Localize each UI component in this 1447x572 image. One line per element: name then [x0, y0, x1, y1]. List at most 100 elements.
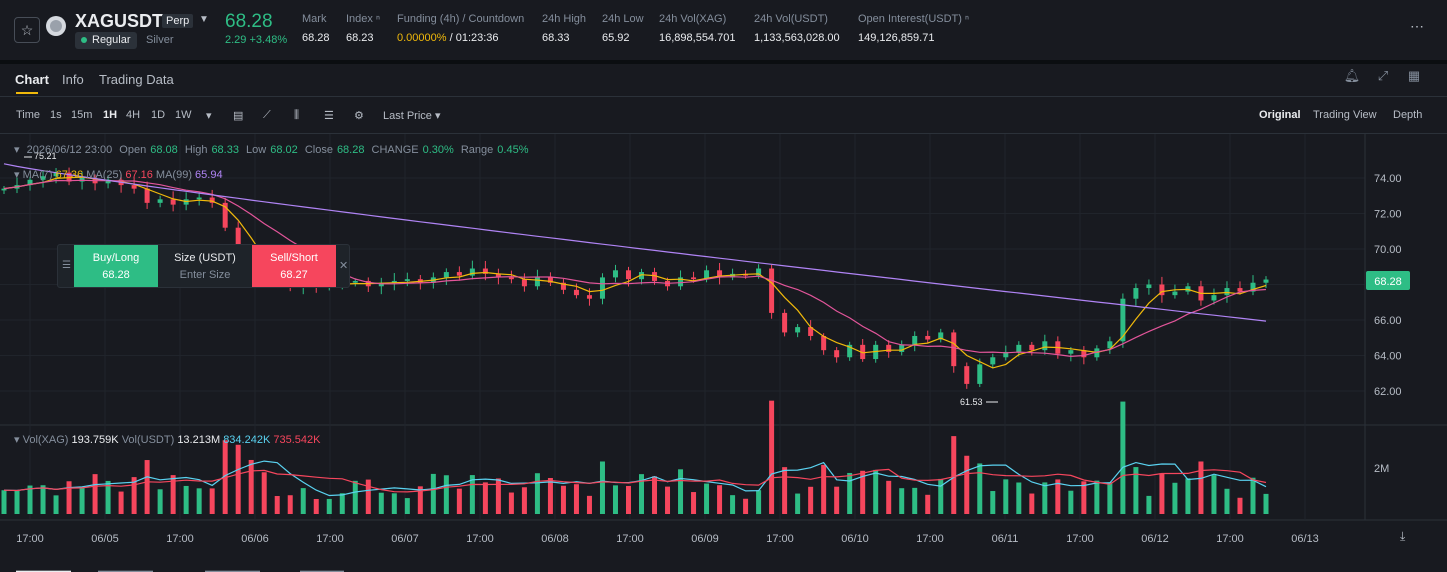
stat-open-interest[interactable]: Open Interest(USDT) ⁿ 149,126,859.71	[858, 13, 969, 44]
interval-4h[interactable]: 4H	[126, 109, 141, 121]
candle-body	[1068, 350, 1074, 354]
volume-bar	[1250, 477, 1256, 514]
candle-body	[1159, 284, 1165, 296]
interval-1s[interactable]: 1s	[50, 109, 62, 121]
candle-body	[808, 327, 814, 336]
candle-body	[352, 280, 358, 283]
volume-bar	[899, 488, 905, 514]
moving-average-lines	[3, 163, 1267, 369]
candle-body	[847, 344, 853, 358]
price-tick-label: 70.00	[1374, 244, 1402, 256]
candle-body	[860, 344, 866, 360]
candle-body	[1016, 344, 1022, 352]
candle-body	[170, 199, 176, 205]
candle-body	[639, 272, 645, 280]
candle-body	[886, 344, 892, 352]
indicator-icon[interactable]: ⟋	[263, 109, 271, 121]
volume-bar	[769, 400, 775, 514]
size-input[interactable]: Size (USDT) Enter Size	[174, 252, 236, 281]
tab-chart[interactable]: Chart	[15, 72, 49, 87]
volume-bars	[1, 400, 1269, 514]
interval-15m[interactable]: 15m	[71, 109, 93, 121]
candle-body	[53, 172, 59, 177]
volume-bar	[196, 488, 202, 514]
candle-body	[899, 344, 905, 352]
candle-body	[925, 335, 931, 340]
calendar-icon[interactable]: ▤	[233, 110, 244, 122]
time-tick-label: 17:00	[466, 533, 494, 545]
candle-body	[469, 268, 475, 276]
interval-time[interactable]: Time	[16, 109, 41, 121]
interval-dropdown-icon[interactable]: ▾	[206, 110, 212, 122]
tab-trading-data[interactable]: Trading Data	[99, 72, 174, 87]
volume-bar	[1, 490, 7, 514]
sell-short-button[interactable]: Sell/Short 68.27	[252, 245, 336, 287]
bottom-tabs: ▬▬▬▬▬ ▬▬▬▬▬ ▬▬▬▬▬ ▬▬▬▬	[0, 562, 1447, 572]
tab-trade-history[interactable]: ▬▬▬▬	[300, 565, 344, 572]
candle-body	[573, 289, 579, 296]
view-trading-view[interactable]: Trading View	[1313, 109, 1377, 121]
volume-ma1-line	[3, 460, 1267, 497]
candle-body	[612, 270, 618, 278]
chevron-down-icon[interactable]: ▼	[199, 14, 209, 25]
quick-order-widget: ☰ Buy/Long 68.28 Size (USDT) Enter Size …	[57, 244, 350, 288]
volume-bar	[730, 495, 736, 514]
ticker-header: ☆ XAGUSDT Perp ▼ Regular Silver 68.28 2.…	[0, 0, 1447, 60]
candle-body	[1250, 282, 1256, 292]
tab-open-orders[interactable]: ▬▬▬▬▬	[98, 565, 153, 572]
fullscreen-icon[interactable]: ⤢	[1377, 68, 1389, 83]
volume-bar	[599, 461, 605, 514]
time-tick-label: 06/05	[91, 533, 119, 545]
more-options-icon[interactable]: ⋯	[1410, 18, 1424, 34]
bell-icon[interactable]: 🔔︎	[1343, 68, 1361, 83]
tab-info[interactable]: Info	[62, 72, 84, 87]
volume-bar	[170, 475, 176, 514]
chart-panel	[0, 64, 1447, 572]
stat-funding[interactable]: Funding (4h) / Countdown 0.00000% / 01:2…	[397, 13, 525, 44]
candle-body	[912, 335, 918, 345]
view-depth[interactable]: Depth	[1393, 109, 1423, 121]
time-tick-label: 06/10	[841, 533, 869, 545]
time-tick-label: 17:00	[1216, 533, 1244, 545]
candle-type-icon[interactable]: ⫼	[294, 109, 300, 121]
volume-bar	[235, 444, 241, 514]
close-icon[interactable]: ✕	[339, 260, 349, 272]
scroll-end-icon[interactable]: ⤓	[1400, 529, 1406, 543]
settings-list-icon[interactable]: ☰	[324, 110, 334, 122]
collapse-icon: ▾	[14, 434, 20, 446]
volume-bar	[612, 485, 618, 514]
volume-bar	[365, 479, 371, 514]
tab-positions[interactable]: ▬▬▬▬▬	[16, 565, 71, 572]
buy-long-button[interactable]: Buy/Long 68.28	[74, 245, 158, 287]
volume-bar	[105, 480, 111, 514]
volume-bar	[808, 486, 814, 514]
time-tick-label: 06/13	[1291, 533, 1319, 545]
candle-body	[391, 280, 397, 283]
stat-index[interactable]: Index ⁿ 68.23	[346, 13, 380, 44]
interval-1h[interactable]: 1H	[103, 109, 118, 121]
volume-bar	[1068, 490, 1074, 514]
time-tick-label: 06/11	[992, 533, 1019, 545]
tab-order-history[interactable]: ▬▬▬▬▬	[205, 565, 260, 572]
contract-badge: Perp	[162, 14, 194, 28]
volume-bar	[912, 487, 918, 514]
volume-ma-lines	[3, 460, 1267, 497]
candle-body	[378, 282, 384, 287]
interval-1d[interactable]: 1D	[151, 109, 166, 121]
symbol-name[interactable]: XAGUSDT	[75, 11, 164, 31]
price-type-select[interactable]: Last Price ▾	[383, 110, 441, 122]
candle-body	[222, 202, 228, 228]
volume-bar	[469, 475, 475, 514]
view-original[interactable]: Original	[1259, 109, 1301, 121]
volume-bar	[27, 485, 33, 514]
volume-bar	[391, 493, 397, 514]
layout-grid-icon[interactable]: ▦	[1407, 68, 1421, 83]
drag-handle-icon[interactable]: ☰	[62, 260, 71, 271]
candle-body	[40, 176, 46, 180]
interval-1w[interactable]: 1W	[175, 109, 192, 121]
favorite-star-icon[interactable]: ☆	[14, 17, 40, 43]
volume-bar	[964, 455, 970, 514]
volume-bar	[573, 484, 579, 514]
gear-icon[interactable]: ⚙	[354, 110, 364, 122]
